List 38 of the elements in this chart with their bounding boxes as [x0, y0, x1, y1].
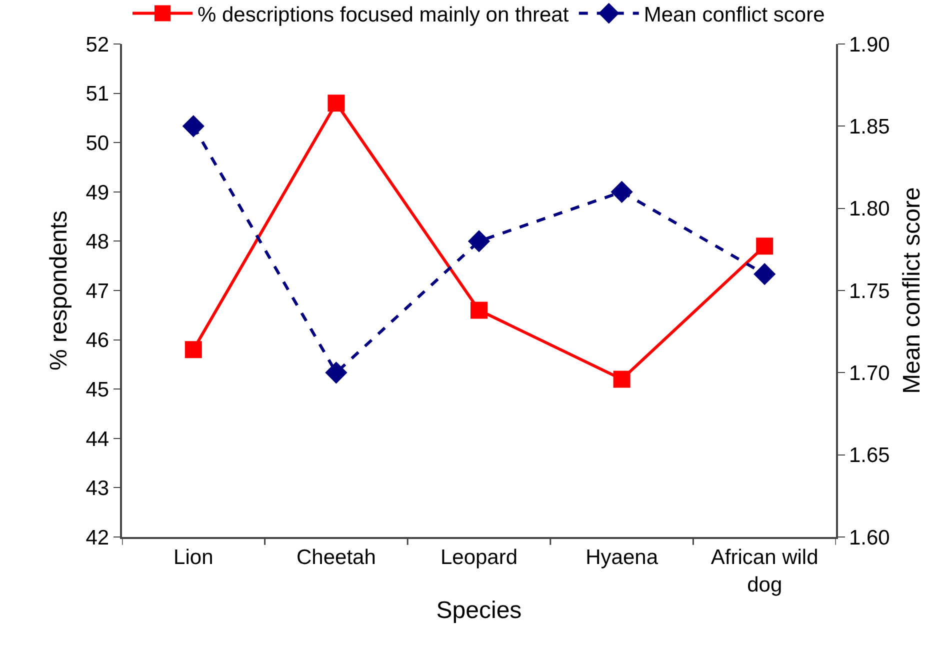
x-tick-label: African wild dog — [710, 546, 818, 596]
y2-tick-label: 1.85 — [848, 116, 890, 139]
y-tick-label: 51 — [86, 82, 110, 106]
y-tick-label: 42 — [86, 526, 110, 550]
point — [613, 370, 630, 388]
y-tick-label: 47 — [86, 280, 110, 303]
y2-tick-label: 1.65 — [848, 444, 890, 468]
y2-tick-label: 1.60 — [848, 526, 890, 550]
point — [754, 263, 776, 286]
x-tick-label: Hyaena — [586, 546, 658, 569]
y-tick-label: 44 — [86, 428, 110, 451]
y2-axis-title: Mean conflict score — [898, 187, 926, 394]
y2-tick-label: 1.70 — [848, 362, 890, 386]
y-tick-label: 48 — [86, 230, 110, 254]
y-tick-label: 45 — [86, 378, 110, 402]
x-axis-title: Species — [436, 597, 522, 624]
point — [610, 180, 633, 203]
y-tick-label: 46 — [86, 329, 110, 352]
x-tick-label: Cheetah — [296, 546, 376, 569]
y-tick-label: 49 — [86, 181, 110, 204]
legend-label: Mean conflict score — [644, 3, 825, 26]
point — [182, 115, 204, 138]
point — [470, 302, 488, 319]
x-tick-label: Leopard — [440, 546, 518, 569]
y2-tick-label: 1.75 — [848, 280, 890, 303]
y2-tick-label: 1.90 — [848, 33, 890, 56]
point — [325, 362, 348, 384]
point — [756, 238, 774, 255]
x-tick-label: Lion — [174, 546, 214, 569]
y-tick-label: 50 — [86, 132, 110, 155]
legend-label: % descriptions focused mainly on threat — [198, 3, 569, 26]
point — [184, 341, 202, 358]
y-tick-label: 43 — [86, 477, 110, 500]
y2-tick-label: 1.80 — [848, 198, 890, 221]
y-axis-title: % respondents — [45, 210, 72, 371]
point — [328, 94, 345, 112]
point — [468, 230, 490, 252]
y-tick-label: 52 — [86, 33, 110, 56]
